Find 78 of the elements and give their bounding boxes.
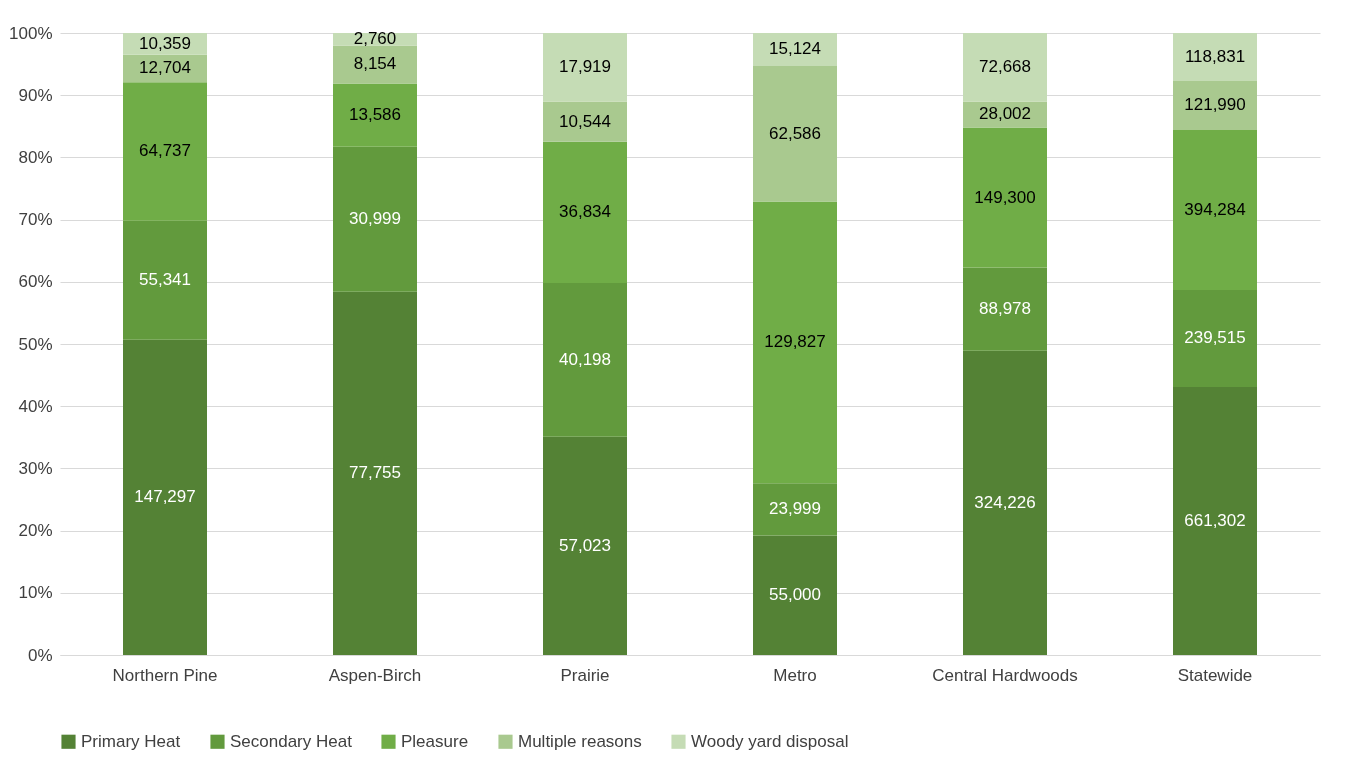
annotation: 55,341 [139, 270, 191, 290]
legend-label: Multiple reasons [518, 731, 642, 751]
annotation: 12,704 [139, 58, 191, 78]
bar [963, 350, 1047, 655]
annotation: 147,297 [134, 487, 196, 507]
bar [963, 127, 1047, 268]
bar [753, 201, 837, 484]
legend-label: Primary Heat [81, 731, 181, 751]
x-tick-label: Metro [773, 665, 817, 685]
annotation: 121,990 [1184, 95, 1246, 115]
annotation: 62,586 [769, 123, 821, 143]
annotation: 88,978 [979, 299, 1031, 319]
annotation: 30,999 [349, 209, 401, 229]
y-tick-label: 100% [9, 23, 53, 43]
legend-label: Woody yard disposal [691, 731, 849, 751]
y-tick-label: 70% [18, 210, 53, 230]
annotation: 324,226 [974, 492, 1036, 512]
annotation: 2,760 [353, 29, 397, 49]
annotation: 15,124 [769, 39, 821, 59]
annotation: 72,668 [979, 57, 1031, 77]
legend-label: Secondary Heat [230, 731, 353, 751]
annotation: 8,154 [353, 54, 397, 74]
annotation: 64,737 [139, 141, 191, 161]
annotation: 10,544 [559, 111, 611, 131]
annotation: 28,002 [979, 104, 1031, 124]
bar [543, 33, 627, 102]
bar [543, 141, 627, 284]
bar [1173, 289, 1257, 387]
y-tick-label: 0% [27, 645, 53, 665]
bar [753, 535, 837, 655]
bar [543, 436, 627, 655]
legend-label: Pleasure [401, 731, 469, 751]
bar [123, 220, 207, 340]
bar [543, 283, 627, 437]
y-tick-label: 40% [18, 396, 53, 416]
bar [543, 101, 627, 142]
annotation: 129,827 [764, 332, 826, 352]
bar [753, 33, 837, 66]
annotation: 149,300 [974, 187, 1036, 207]
annotation: 13,586 [349, 105, 401, 125]
bar [123, 82, 207, 221]
y-tick-label: 60% [18, 272, 53, 292]
x-tick-label: Aspen-Birch [328, 665, 422, 685]
bar [753, 483, 837, 536]
annotation: 17,919 [559, 57, 611, 77]
bar [333, 291, 417, 655]
bar [123, 339, 207, 655]
annotation: 394,284 [1184, 199, 1246, 219]
annotation: 40,198 [559, 349, 611, 369]
bar [963, 267, 1047, 351]
annotation: 661,302 [1184, 510, 1246, 530]
bar [1173, 386, 1257, 655]
annotation: 57,023 [559, 535, 611, 555]
bar [333, 45, 417, 84]
annotation: 23,999 [769, 499, 821, 519]
bar [1173, 80, 1257, 131]
annotation: 77,755 [349, 463, 401, 483]
annotation: 55,000 [769, 585, 821, 605]
y-tick-label: 50% [18, 334, 53, 354]
y-tick-label: 90% [18, 85, 53, 105]
bar [963, 33, 1047, 102]
bar [1173, 130, 1257, 290]
y-tick-label: 10% [18, 583, 53, 603]
bar [1173, 33, 1257, 81]
annotation: 118,831 [1184, 46, 1246, 66]
annotation: 239,515 [1184, 328, 1246, 348]
bar [753, 65, 837, 202]
x-tick-label: Northern Pine [112, 665, 218, 685]
y-tick-label: 80% [18, 147, 53, 167]
x-tick-label: Central Hardwoods [932, 665, 1078, 685]
bar [333, 83, 417, 147]
annotation: 10,359 [139, 33, 191, 53]
bar [333, 146, 417, 292]
y-tick-label: 20% [18, 521, 53, 541]
annotation: 36,834 [559, 202, 611, 222]
y-tick-label: 30% [18, 458, 53, 478]
x-tick-label: Statewide [1177, 665, 1253, 685]
x-tick-label: Prairie [560, 665, 610, 685]
